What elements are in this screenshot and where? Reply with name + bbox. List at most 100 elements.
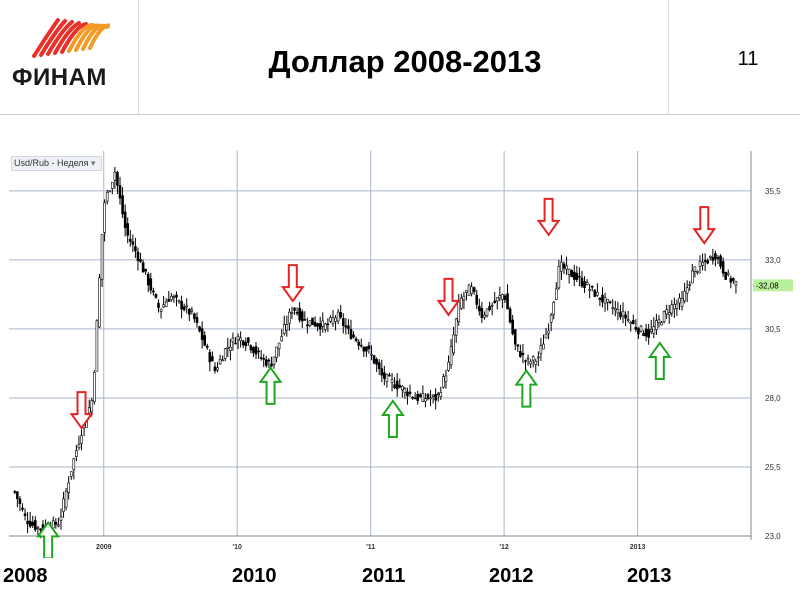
candle-body	[503, 295, 507, 301]
candle-body	[580, 277, 584, 287]
candle-body	[190, 309, 194, 312]
y-tick-label: 23,0	[765, 532, 781, 541]
candle-body	[693, 266, 697, 272]
candle-body	[134, 246, 137, 252]
candle-body	[498, 295, 502, 299]
x-tick-label: 2013	[630, 544, 646, 551]
candle-body	[293, 307, 296, 311]
candle-body	[164, 301, 168, 307]
candle-body	[483, 314, 486, 318]
candle-body	[673, 304, 676, 310]
candle-body	[229, 346, 232, 351]
candle-body	[401, 386, 404, 391]
x-tick-label: 2009	[96, 544, 112, 551]
candle-body	[429, 397, 432, 400]
buy-arrow	[258, 366, 283, 405]
candle-body	[316, 323, 319, 327]
candle-body	[619, 312, 622, 318]
y-tick-label: 28,0	[765, 394, 781, 403]
candle-body	[62, 498, 65, 512]
candle-body	[318, 323, 322, 330]
logo-band	[39, 19, 67, 57]
candle-body	[472, 287, 476, 292]
candle-body	[531, 356, 535, 361]
candle-body	[187, 308, 191, 315]
candle-body	[380, 368, 384, 376]
candle-body	[734, 281, 738, 286]
candle-body	[444, 375, 448, 383]
candle-body	[465, 290, 468, 293]
candle-body	[236, 336, 240, 341]
candle-body	[644, 328, 648, 337]
candle-body	[449, 346, 453, 366]
candle-body	[198, 326, 201, 332]
year-label: 2011	[362, 565, 406, 587]
candle-body	[393, 384, 396, 389]
candle-body	[295, 312, 299, 314]
chevron-down-icon[interactable]: ▾	[90, 158, 96, 168]
candle-body	[670, 304, 674, 314]
candle-body	[139, 259, 142, 262]
candle-body	[288, 311, 291, 324]
candle-body	[603, 297, 607, 304]
candle-body	[560, 261, 563, 272]
candle-body	[431, 394, 435, 397]
candle-body	[18, 498, 22, 505]
candle-body	[23, 513, 27, 516]
candle-body	[590, 285, 594, 288]
candle-body	[665, 309, 668, 315]
candle-body	[606, 298, 609, 303]
candle-body	[534, 360, 538, 365]
logo-band	[53, 21, 81, 55]
year-label: 2010	[232, 565, 277, 587]
candle-body	[108, 190, 112, 193]
candle-body	[13, 491, 17, 493]
chart-legend[interactable]: Usd/Rub - Неделя ▾	[11, 156, 103, 171]
candle-body	[685, 287, 689, 294]
candle-body	[336, 311, 340, 322]
candle-body	[167, 298, 171, 302]
candle-body	[244, 341, 248, 347]
candle-body	[118, 185, 122, 199]
candle-body	[557, 266, 561, 289]
candle-body	[341, 318, 345, 326]
candle-body	[460, 297, 463, 309]
candle-body	[421, 393, 425, 402]
logo-band	[32, 18, 60, 58]
candle-body	[146, 274, 150, 286]
candle-body	[655, 320, 658, 330]
slide-header: ФИНАМ Доллар 2008-2013 11	[0, 0, 800, 118]
candle-body	[218, 359, 222, 365]
candle-body	[277, 342, 281, 350]
candle-body	[639, 325, 643, 332]
candle-body	[339, 312, 343, 318]
candle-body	[149, 278, 153, 291]
candle-body	[611, 307, 615, 309]
candle-body	[306, 324, 309, 327]
candle-body	[511, 319, 514, 334]
candle-body	[329, 317, 332, 322]
candle-body	[385, 374, 389, 382]
slide-title: Доллар 2008-2013	[268, 44, 542, 79]
candle-body	[126, 223, 130, 236]
candle-body	[26, 520, 29, 525]
candle-body	[77, 443, 81, 449]
last-price-tag	[753, 279, 793, 292]
candle-body	[614, 308, 617, 311]
candle-body	[680, 298, 684, 307]
y-tick-label: 33,0	[765, 256, 781, 265]
logo-band	[60, 22, 88, 54]
candle-body	[714, 253, 717, 260]
candle-body	[354, 338, 358, 341]
candle-body	[154, 293, 158, 298]
candle-body	[16, 491, 19, 500]
candle-body	[552, 301, 556, 315]
candle-body	[667, 312, 671, 316]
candle-body	[252, 347, 255, 354]
candle-body	[703, 260, 707, 262]
candle-body	[652, 326, 656, 334]
candle-body	[657, 319, 661, 324]
candle-body	[36, 526, 40, 529]
header-divider	[668, 0, 669, 114]
x-tick-label: '12	[499, 544, 509, 551]
